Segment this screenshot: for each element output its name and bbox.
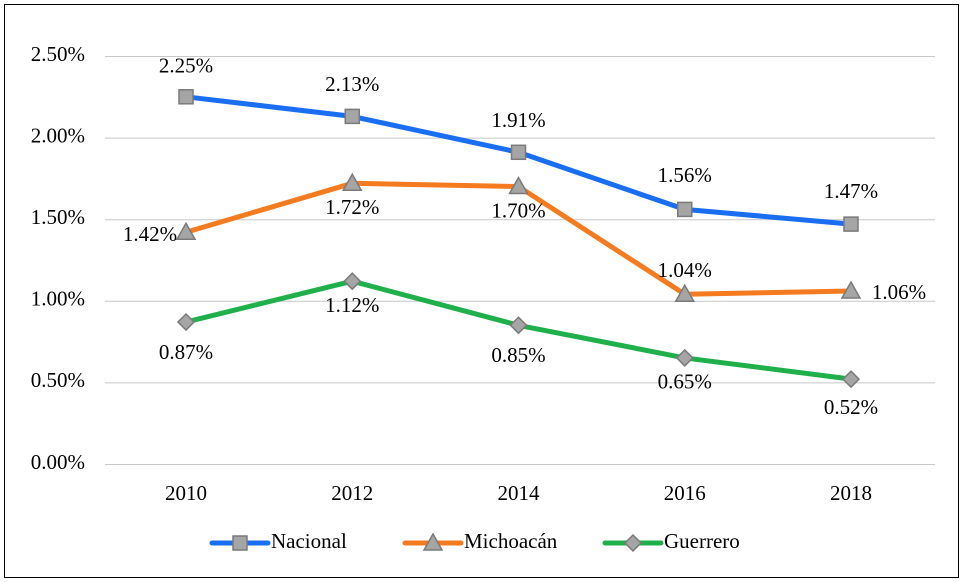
data-point <box>508 176 529 195</box>
data-point <box>840 280 862 299</box>
legend-marker <box>232 535 248 551</box>
x-tick-label: 2016 <box>664 481 706 505</box>
data-point <box>675 348 694 367</box>
data-label: 2.13% <box>325 72 379 96</box>
data-label: 1.06% <box>872 280 926 304</box>
data-point <box>843 216 859 232</box>
data-point <box>674 283 696 303</box>
data-label: 0.52% <box>824 395 878 419</box>
data-point <box>344 108 360 125</box>
x-tick-label: 2010 <box>165 481 207 505</box>
data-label: 1.70% <box>491 198 545 222</box>
data-label: 2.25% <box>159 54 213 78</box>
legend-marker <box>422 532 444 551</box>
x-tick-label: 2014 <box>498 481 541 505</box>
x-tick-label: 2018 <box>830 481 872 505</box>
y-tick-label: 2.50% <box>31 42 85 66</box>
data-point <box>343 272 362 291</box>
data-point <box>841 370 861 389</box>
legend-label: Michoacán <box>464 529 558 553</box>
x-tick-label: 2012 <box>331 481 373 505</box>
data-label: 1.91% <box>491 108 545 132</box>
data-point <box>175 221 197 241</box>
legend-label: Guerrero <box>664 529 740 553</box>
data-point <box>178 89 194 105</box>
data-label: 1.04% <box>658 258 712 282</box>
data-label: 1.56% <box>658 163 712 187</box>
data-label: 0.65% <box>658 370 712 394</box>
data-point <box>677 201 693 218</box>
data-label: 0.85% <box>491 343 545 367</box>
data-label: 1.47% <box>824 179 878 203</box>
data-label: 0.87% <box>159 340 213 364</box>
data-point <box>509 316 528 335</box>
y-tick-label: 1.00% <box>31 287 85 311</box>
data-label: 1.42% <box>123 222 177 246</box>
data-point <box>176 312 196 332</box>
y-tick-label: 1.50% <box>31 205 85 229</box>
data-label: 1.72% <box>325 195 379 219</box>
data-label: 1.12% <box>325 293 379 317</box>
y-tick-label: 2.00% <box>31 123 85 147</box>
data-point <box>510 144 527 161</box>
legend-marker <box>623 533 643 553</box>
data-point <box>341 172 363 192</box>
y-tick-label: 0.00% <box>31 450 85 474</box>
legend-label: Nacional <box>271 529 347 553</box>
y-tick-label: 0.50% <box>31 368 85 392</box>
